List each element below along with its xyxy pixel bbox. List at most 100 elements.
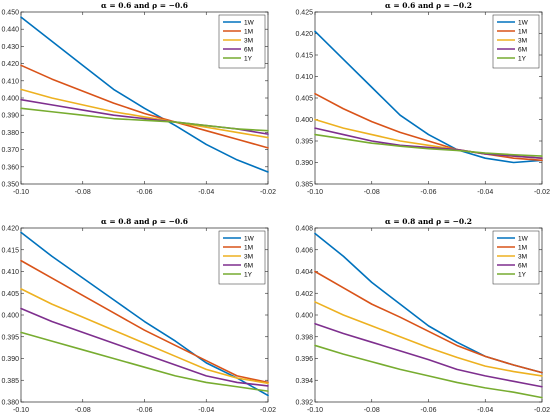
x-tick-label: -0.08	[75, 407, 91, 414]
y-tick-label: 0.440	[1, 27, 19, 34]
series-line-1w	[314, 30, 543, 164]
legend-label-3m: 3M	[244, 37, 253, 44]
series-line-1y	[20, 107, 269, 132]
y-tick-label: 0.385	[1, 378, 19, 385]
y-tick-label: 0.390	[1, 356, 19, 363]
series-line-3m	[314, 301, 543, 377]
y-tick-label: 0.406	[295, 247, 313, 254]
chart-panel-3: α = 0.8 and ρ = −0.6 -0.10 -0.08 -0.06 -0.04…	[1, 217, 276, 414]
y-tick-label: 0.360	[1, 164, 19, 171]
x-tick-label: -0.02	[534, 189, 550, 196]
y-tick-label: 0.380	[1, 400, 19, 407]
y-tick-label: 0.410	[295, 74, 313, 81]
y-tick-label: 0.385	[295, 182, 313, 189]
y-tick-label: 0.420	[1, 61, 19, 68]
y-tick-label: 0.425	[295, 10, 313, 17]
series-line-1y	[314, 133, 543, 157]
y-tick-label: 0.420	[295, 31, 313, 38]
legend-label-1w: 1W	[518, 19, 529, 26]
x-tick-label: -0.06	[421, 407, 437, 414]
series-line-6m	[314, 322, 543, 388]
legend-box	[492, 230, 540, 285]
legend-label-1m: 1M	[244, 244, 253, 251]
y-tick-label: 0.405	[295, 96, 313, 103]
series-line-1m	[20, 259, 269, 384]
legend-label-6m: 6M	[518, 262, 527, 269]
chart-title: α = 0.6 and ρ = −0.6	[101, 1, 188, 10]
y-tick-label: 0.400	[1, 96, 19, 103]
x-tick-label: -0.10	[13, 407, 29, 414]
y-tick-label: 0.396	[295, 356, 313, 363]
y-tick-label: 0.390	[295, 160, 313, 167]
series-line-1w	[20, 16, 269, 173]
legend-label-1y: 1Y	[518, 55, 527, 62]
y-tick-label: 0.370	[1, 147, 19, 154]
chart-panel-4: α = 0.8 and ρ = −0.2 -0.10 -0.08 -0.06 -0.04…	[295, 217, 550, 414]
legend-label-1y: 1Y	[518, 271, 527, 278]
x-tick-label: -0.02	[534, 407, 550, 414]
y-tick-label: 0.415	[295, 53, 313, 60]
legend-label-1m: 1M	[244, 28, 253, 35]
y-tick-label: 0.420	[1, 226, 19, 233]
x-tick-label: -0.04	[477, 189, 493, 196]
x-tick-label: -0.10	[13, 189, 29, 196]
y-tick-label: 0.415	[1, 247, 19, 254]
y-tick-label: 0.400	[295, 313, 313, 320]
chart-title: α = 0.8 and ρ = −0.2	[385, 217, 472, 226]
x-tick-label: -0.08	[364, 407, 380, 414]
series-line-6m	[314, 127, 543, 159]
x-tick-label: -0.06	[421, 189, 437, 196]
legend-label-3m: 3M	[244, 253, 253, 260]
y-tick-label: 0.400	[1, 313, 19, 320]
x-tick-label: -0.08	[364, 189, 380, 196]
y-tick-label: 0.402	[295, 291, 313, 298]
legend-label-1y: 1Y	[244, 271, 253, 278]
x-tick-label: -0.06	[137, 189, 153, 196]
series-line-6m	[20, 307, 269, 387]
y-tick-label: 0.400	[295, 117, 313, 124]
series-line-1m	[314, 92, 543, 162]
legend-label-1y: 1Y	[244, 55, 253, 62]
legend: 1W 1M 3M 6M 1Y	[218, 230, 266, 285]
y-tick-label: 0.350	[1, 182, 19, 189]
chart-panel-2: α = 0.6 and ρ = −0.2 -0.10 -0.08 -0.06 -0.04…	[295, 1, 550, 196]
legend-label-1w: 1W	[518, 235, 529, 242]
legend-label-6m: 6M	[244, 262, 253, 269]
x-tick-label: -0.10	[307, 189, 323, 196]
legend-box	[218, 230, 266, 285]
series-line-3m	[314, 118, 543, 159]
y-tick-label: 0.450	[1, 10, 19, 17]
legend-label-3m: 3M	[518, 37, 527, 44]
legend-label-6m: 6M	[518, 46, 527, 53]
y-tick-label: 0.408	[295, 226, 313, 233]
chart-panel-1: α = 0.6 and ρ = −0.6 -0.10 -0.08 -0.06 -0.04…	[1, 1, 276, 196]
y-tick-label: 0.392	[295, 400, 313, 407]
legend-label-6m: 6M	[244, 46, 253, 53]
x-tick-label: -0.10	[307, 407, 323, 414]
y-tick-label: 0.404	[295, 269, 313, 276]
legend-label-1w: 1W	[244, 235, 255, 242]
chart-title: α = 0.8 and ρ = −0.6	[101, 217, 188, 226]
y-tick-label: 0.390	[1, 113, 19, 120]
y-tick-label: 0.405	[1, 291, 19, 298]
legend-label-1m: 1M	[518, 244, 527, 251]
x-tick-label: -0.08	[75, 189, 91, 196]
y-tick-label: 0.410	[1, 269, 19, 276]
y-tick-label: 0.395	[295, 139, 313, 146]
series-line-1m	[20, 64, 269, 149]
legend: 1W 1M 3M 6M 1Y	[492, 230, 540, 285]
x-tick-label: -0.04	[198, 189, 214, 196]
legend-label-1m: 1M	[518, 28, 527, 35]
legend: 1W 1M 3M 6M 1Y	[218, 14, 266, 69]
y-tick-label: 0.398	[295, 334, 313, 341]
y-tick-label: 0.394	[295, 378, 313, 385]
x-tick-label: -0.06	[137, 407, 153, 414]
series-line-1y	[314, 344, 543, 399]
x-tick-label: -0.04	[198, 407, 214, 414]
legend-box	[492, 14, 540, 69]
y-tick-label: 0.430	[1, 44, 19, 51]
series-line-3m	[20, 88, 269, 139]
legend-label-3m: 3M	[518, 253, 527, 260]
x-tick-label: -0.04	[477, 407, 493, 414]
